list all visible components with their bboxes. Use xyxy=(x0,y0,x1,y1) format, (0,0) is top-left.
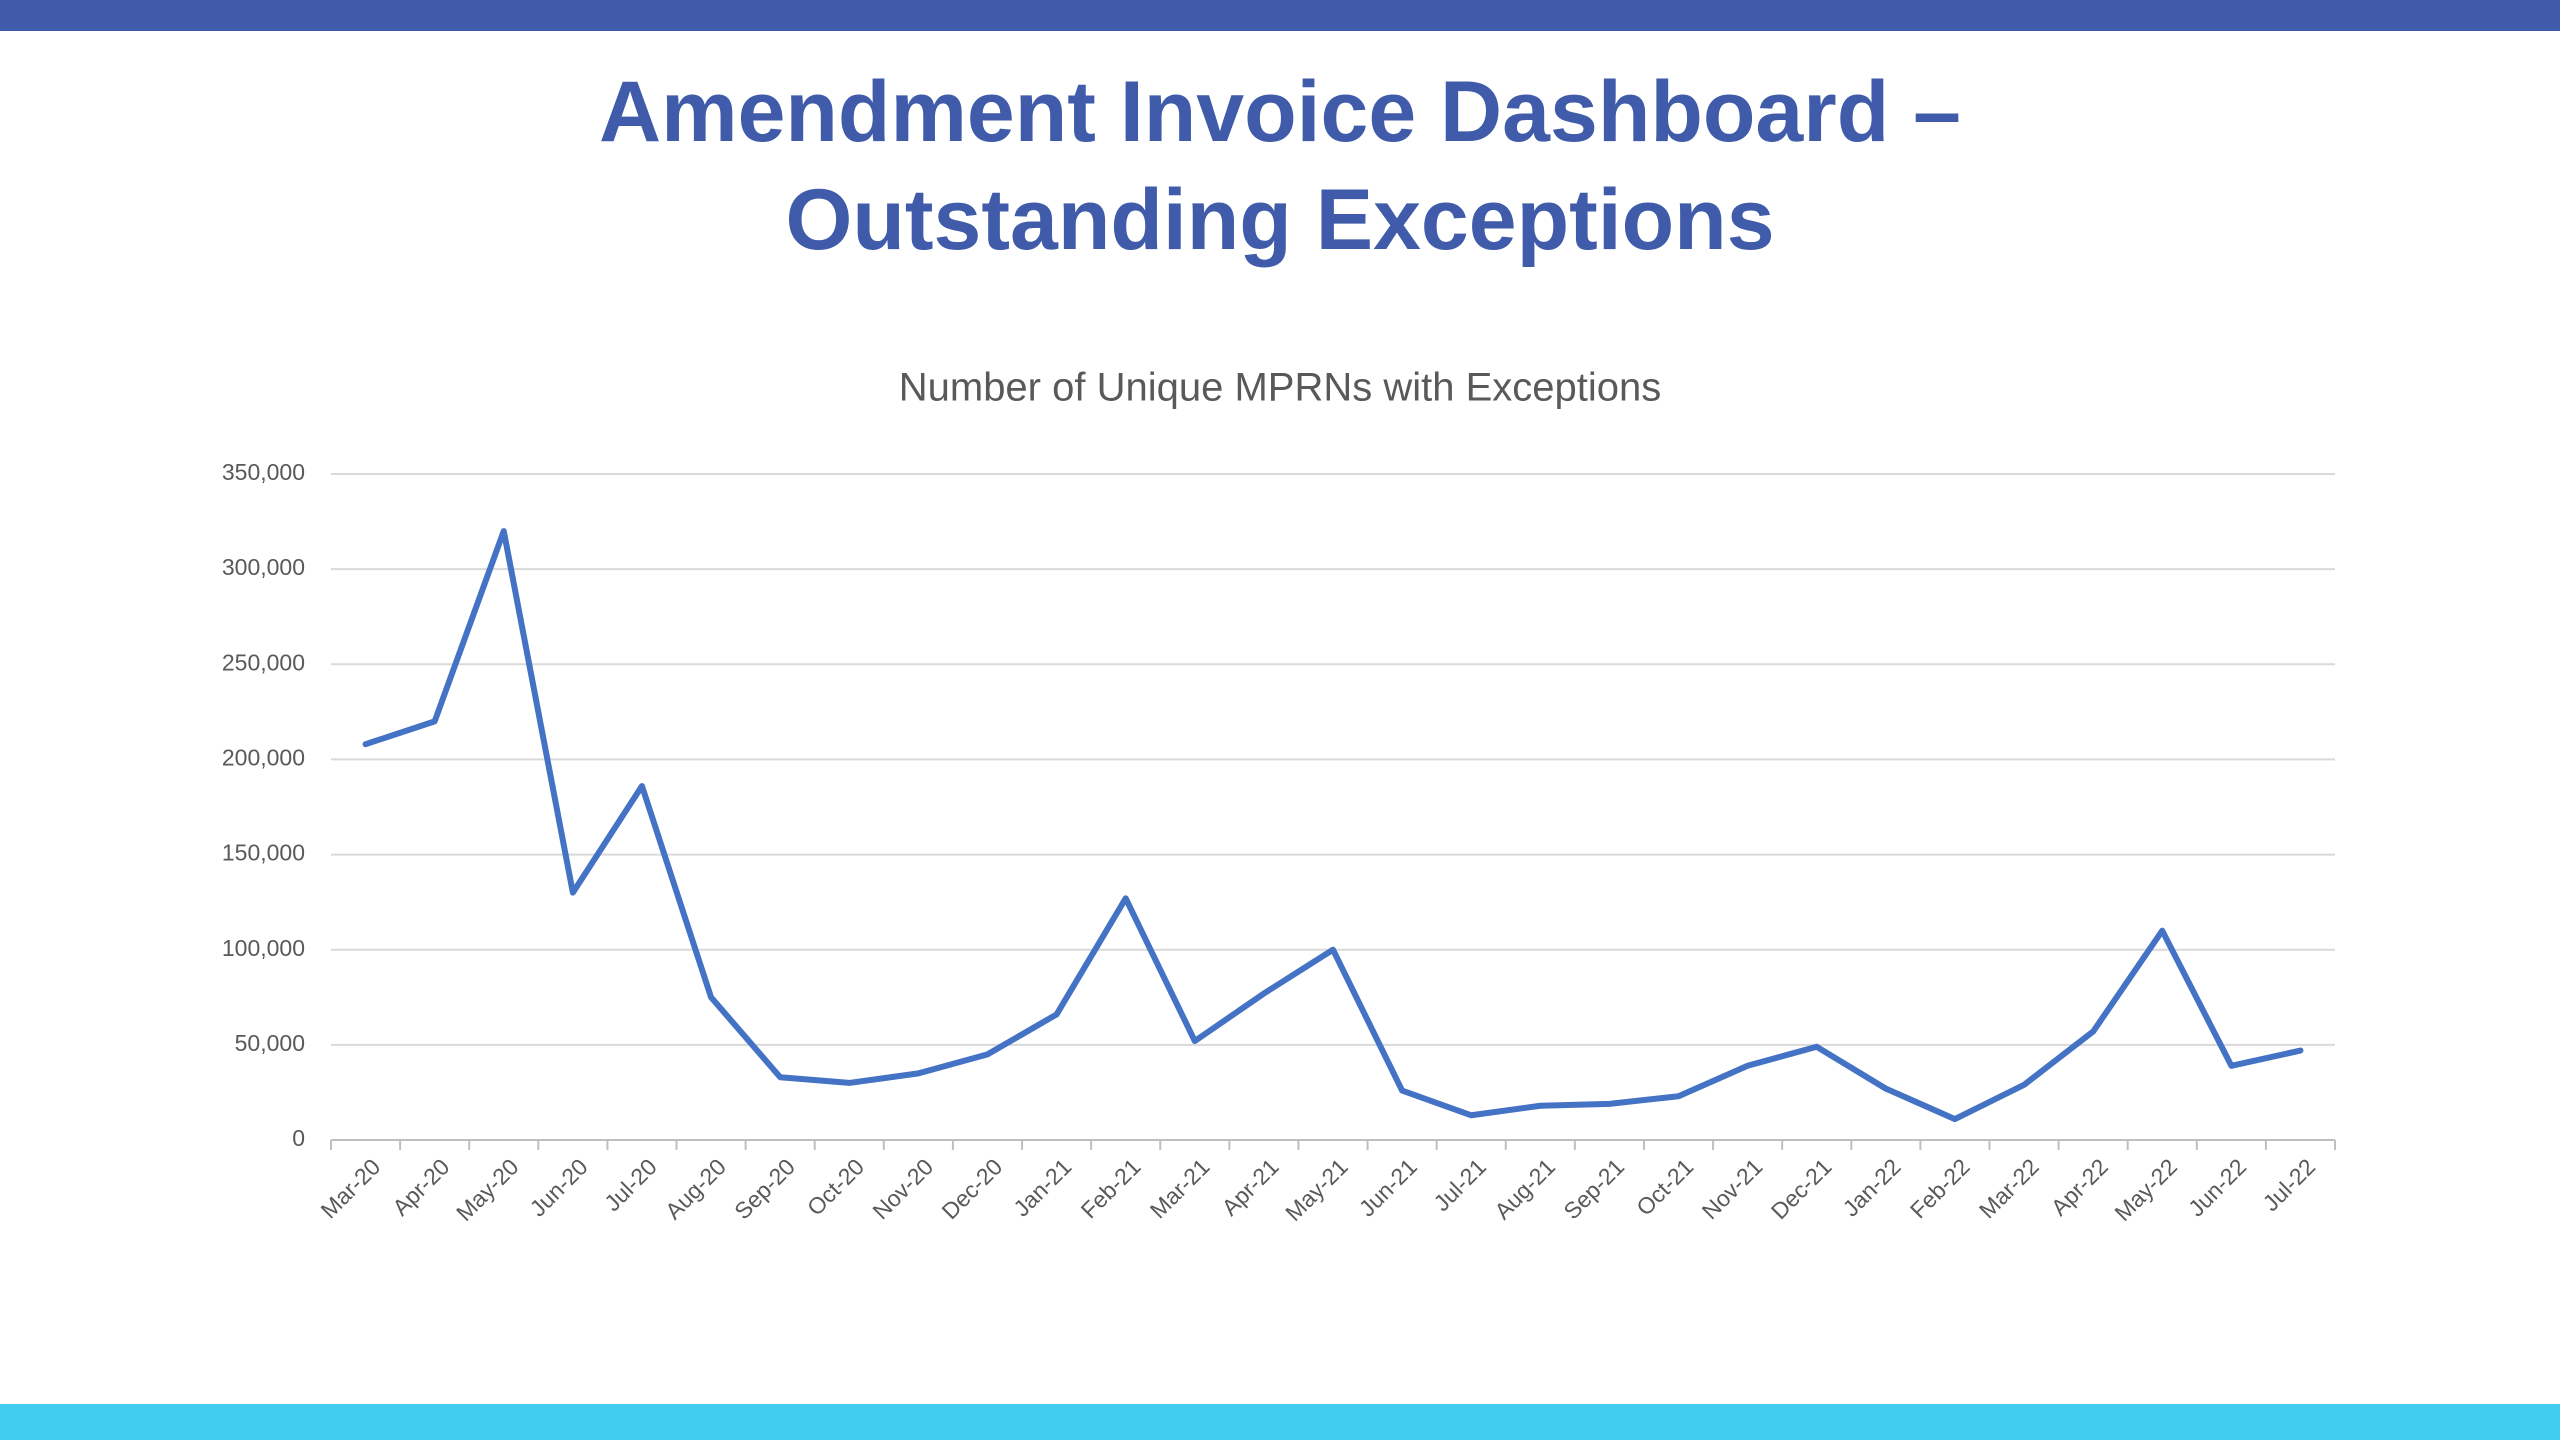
x-tick-label: Nov-21 xyxy=(1697,1153,1768,1224)
top-bar xyxy=(0,0,2560,31)
y-tick-label: 250,000 xyxy=(222,649,305,675)
data-line xyxy=(362,528,2304,1123)
x-tick-label: Jul-20 xyxy=(599,1153,662,1216)
y-tick-label: 100,000 xyxy=(222,935,305,961)
x-tick-label: Oct-21 xyxy=(1631,1153,1698,1220)
x-tick-label: Mar-21 xyxy=(1145,1153,1215,1223)
x-tick-label: Jul-22 xyxy=(2258,1153,2321,1216)
x-tick-label: May-21 xyxy=(1280,1153,1353,1226)
x-tick-label: Jan-21 xyxy=(1008,1153,1076,1221)
y-tick-label: 300,000 xyxy=(222,554,305,580)
x-tick-label: Jun-22 xyxy=(2183,1153,2251,1221)
x-tick-label: Feb-22 xyxy=(1905,1153,1975,1223)
x-tick-label: Sep-20 xyxy=(729,1153,800,1224)
x-tick-label: Jun-20 xyxy=(525,1153,593,1221)
x-tick-label: Oct-20 xyxy=(802,1153,869,1220)
y-tick-label: 150,000 xyxy=(222,840,305,866)
x-tick-label: Apr-21 xyxy=(1217,1153,1284,1220)
x-tick-label: Dec-21 xyxy=(1766,1153,1837,1224)
y-tick-label: 0 xyxy=(292,1125,305,1151)
y-tick-label: 200,000 xyxy=(222,745,305,771)
x-tick-label: Mar-20 xyxy=(315,1153,385,1223)
chart-subtitle: Number of Unique MPRNs with Exceptions xyxy=(899,366,1662,410)
x-tick-label: Aug-20 xyxy=(660,1153,731,1224)
x-tick-label: Jul-21 xyxy=(1428,1153,1491,1216)
x-tick-label: Mar-22 xyxy=(1974,1153,2044,1223)
y-tick-label: 350,000 xyxy=(222,459,305,485)
x-tick-label: Jan-22 xyxy=(1838,1153,1906,1221)
chart: Number of Unique MPRNs with Exceptions 0… xyxy=(222,366,2336,1226)
x-tick-label: May-22 xyxy=(2109,1153,2182,1226)
x-tick-label: Jun-21 xyxy=(1354,1153,1422,1221)
bottom-bar xyxy=(0,1404,2560,1440)
x-tick-label: Dec-20 xyxy=(936,1153,1007,1224)
x-tick-label: Nov-20 xyxy=(867,1153,938,1224)
x-tick-label: Aug-21 xyxy=(1489,1153,1560,1224)
x-tick-label: Feb-21 xyxy=(1076,1153,1146,1223)
x-tick-label: Sep-21 xyxy=(1558,1153,1629,1224)
y-tick-label: 50,000 xyxy=(235,1030,305,1056)
x-tick-label: May-20 xyxy=(451,1153,524,1226)
x-tick-label: Apr-22 xyxy=(2046,1153,2113,1220)
x-tick-label: Apr-20 xyxy=(387,1153,454,1220)
page-title: Amendment Invoice Dashboard – Outstandin… xyxy=(599,64,1961,268)
